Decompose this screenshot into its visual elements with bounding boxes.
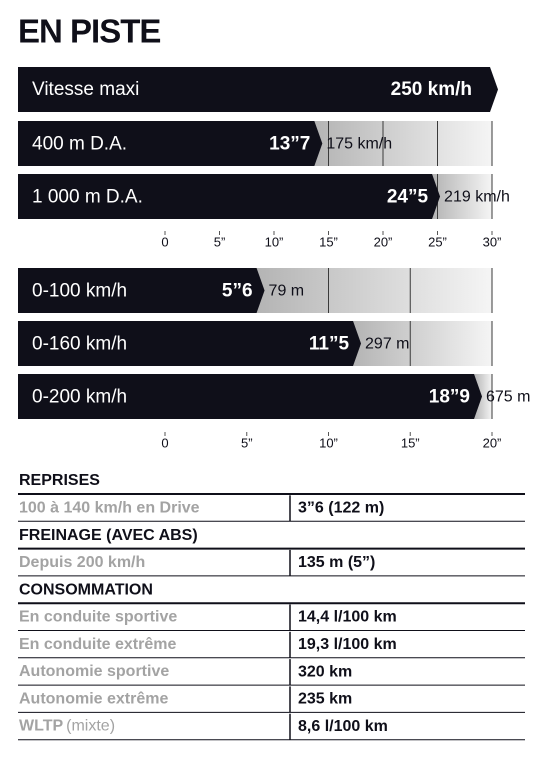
bar xyxy=(18,174,441,219)
bar xyxy=(18,374,483,419)
value-label: 18”9 xyxy=(429,387,470,408)
row-label: En conduite extrême xyxy=(19,636,176,653)
value-label: 11”5 xyxy=(309,334,350,355)
category-label: 0-200 km/h xyxy=(32,387,127,408)
row-label: Autonomie extrême xyxy=(19,691,168,708)
x-tick-label: 20” xyxy=(374,234,393,249)
x-tick-label: 15” xyxy=(401,435,420,450)
end-label: 79 m xyxy=(269,283,305,300)
end-label: 675 m xyxy=(486,389,530,406)
value-label: 24”5 xyxy=(387,187,429,208)
row-label: 100 à 140 km/h en Drive xyxy=(19,500,200,517)
top-speed-value: 250 km/h xyxy=(391,79,472,100)
x-tick-label: 0 xyxy=(161,234,168,249)
row-value: 3”6 (122 m) xyxy=(298,500,384,517)
end-label: 175 km/h xyxy=(326,136,392,153)
end-label: 297 m xyxy=(365,336,409,353)
top-speed-label: Vitesse maxi xyxy=(32,79,139,100)
x-tick-label: 5” xyxy=(241,435,253,450)
row-label: Depuis 200 km/h xyxy=(19,554,145,571)
x-tick-label: 30” xyxy=(483,234,502,249)
row-label-note: (mixte) xyxy=(66,718,115,735)
x-tick-label: 0 xyxy=(161,435,168,450)
remaining-area xyxy=(256,268,492,313)
row-label-text: 100 à 140 km/h en Drive xyxy=(19,500,200,517)
bar xyxy=(18,321,362,366)
row-value: 19,3 l/100 km xyxy=(298,636,397,653)
remaining-area xyxy=(353,321,492,366)
category-label: 0-160 km/h xyxy=(32,334,127,355)
section-title: FREINAGE (AVEC ABS) xyxy=(19,527,198,544)
row-label-text: Autonomie sportive xyxy=(19,663,169,680)
row-label-text: En conduite extrême xyxy=(19,636,176,653)
row-label-text: WLTP xyxy=(19,718,63,735)
x-tick-label: 25” xyxy=(428,234,447,249)
row-label: En conduite sportive xyxy=(19,609,177,626)
remaining-area xyxy=(314,121,492,166)
category-label: 400 m D.A. xyxy=(32,134,127,155)
row-value: 320 km xyxy=(298,663,352,680)
row-value: 8,6 l/100 km xyxy=(298,718,388,735)
page-title: EN PISTE xyxy=(18,13,160,50)
top-speed-bar xyxy=(18,67,498,112)
remaining-area xyxy=(432,174,492,219)
bar xyxy=(18,121,323,166)
section-title: REPRISES xyxy=(19,472,100,489)
x-tick-label: 10” xyxy=(319,435,338,450)
end-label: 219 km/h xyxy=(444,189,510,206)
section-title: CONSOMMATION xyxy=(19,581,153,598)
x-tick-label: 20” xyxy=(483,435,502,450)
row-label-text: En conduite sportive xyxy=(19,609,177,626)
value-label: 13”7 xyxy=(269,134,310,155)
row-label: Autonomie sportive xyxy=(19,663,169,680)
remaining-area xyxy=(474,374,492,419)
row-label-text: Autonomie extrême xyxy=(19,691,168,708)
x-tick-label: 5” xyxy=(214,234,226,249)
row-value: 235 km xyxy=(298,691,352,708)
category-label: 1 000 m D.A. xyxy=(32,187,143,208)
row-label-text: Depuis 200 km/h xyxy=(19,554,145,571)
category-label: 0-100 km/h xyxy=(32,281,127,302)
row-value: 135 m (5”) xyxy=(298,554,375,571)
x-tick-label: 10” xyxy=(265,234,284,249)
value-label: 5”6 xyxy=(222,281,253,302)
bar xyxy=(18,268,265,313)
x-tick-label: 15” xyxy=(319,234,338,249)
row-label: WLTP (mixte) xyxy=(19,718,115,735)
row-value: 14,4 l/100 km xyxy=(298,609,397,626)
